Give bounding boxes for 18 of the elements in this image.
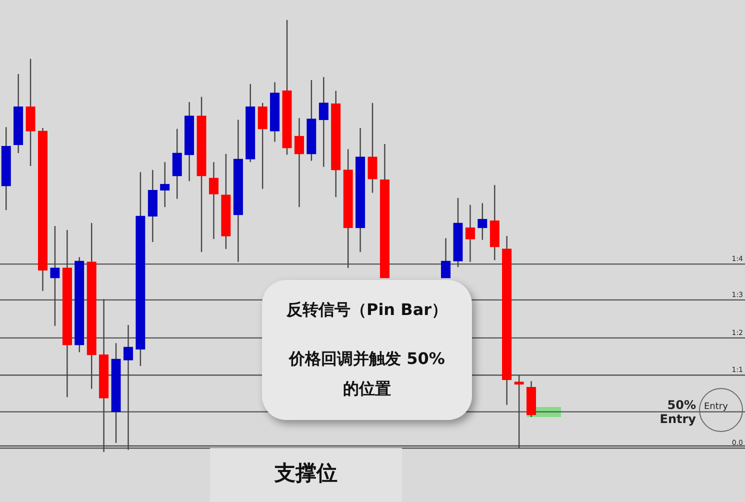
- ref-line-label: 50% Entry: [660, 398, 696, 426]
- candlestick: [172, 128, 182, 200]
- candlestick: [440, 238, 451, 279]
- candlestick: [478, 202, 488, 240]
- candlestick: [465, 204, 476, 263]
- candlestick: [318, 76, 328, 168]
- annotation: 价格回调并触发 50% 的位置: [288, 348, 446, 400]
- candlestick: [294, 117, 304, 208]
- annotation: 反转信号（Pin Bar）: [285, 300, 449, 321]
- candlestick: [368, 102, 378, 194]
- candlestick: [258, 102, 268, 190]
- annotation: Entry: [704, 402, 728, 412]
- candlestick: [50, 225, 60, 326]
- candlestick: [26, 58, 36, 167]
- candlestick: [160, 162, 170, 208]
- speech-bubble: 反转信号（Pin Bar） 价格回调并触发 50% 的位置: [262, 280, 472, 420]
- candlestick: [208, 162, 219, 240]
- label-box: 支撑位: [210, 448, 402, 502]
